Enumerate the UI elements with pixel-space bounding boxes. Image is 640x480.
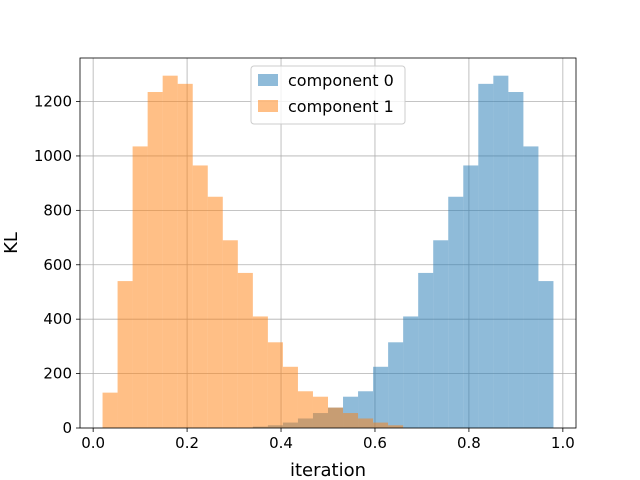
bar-component-1-bin-10 (252, 316, 268, 428)
legend: component 0 component 1 (250, 65, 406, 125)
bar-component-1-bin-5 (177, 83, 193, 429)
bar-component-1-bin-6 (192, 165, 208, 428)
y-tick-label-4: 800 (43, 201, 72, 219)
bar-component-1-bin-9 (237, 272, 253, 428)
x-tick-label-2: 0.4 (269, 434, 293, 452)
y-tick-label-1: 200 (43, 365, 72, 383)
legend-label-component-0: component 0 (288, 71, 394, 90)
y-axis-ticks: 0 200 400 600 800 1000 1200 (34, 93, 80, 437)
legend-label-component-1: component 1 (288, 97, 394, 116)
histogram-bars (102, 75, 554, 429)
bar-component-0-bin-12 (433, 240, 449, 428)
bar-component-0-bin-16 (493, 75, 509, 428)
bar-component-1-bin-12 (282, 366, 298, 428)
bar-component-0-bin-10 (403, 316, 419, 428)
bar-component-1-bin-2 (132, 146, 148, 428)
bar-component-1-bin-7 (207, 196, 223, 428)
x-axis-label: iteration (290, 460, 366, 480)
y-tick-label-2: 400 (43, 310, 72, 328)
bar-component-1-bin-4 (162, 75, 178, 428)
y-tick-label-5: 1000 (34, 147, 72, 165)
axes-frame (79, 57, 577, 429)
y-axis-label: KL (1, 232, 22, 254)
bar-component-1-bin-16 (343, 413, 359, 428)
bar-component-1-bin-13 (297, 391, 313, 428)
bar-component-1-bin-3 (147, 92, 163, 428)
bar-component-1-bin-8 (222, 240, 238, 428)
bar-component-1-bin-18 (373, 422, 389, 428)
x-tick-label-3: 0.6 (363, 434, 387, 452)
bar-component-0-bin-18 (523, 146, 539, 428)
bar-component-0-bin-19 (538, 281, 554, 428)
bar-component-1-bin-19 (388, 425, 404, 428)
x-tick-label-5: 1.0 (551, 434, 575, 452)
y-tick-label-3: 600 (43, 256, 72, 274)
bar-component-0-bin-11 (418, 272, 434, 428)
bar-component-1-bin-15 (328, 407, 344, 428)
plot-area: 0.0 0.2 0.4 0.6 0.8 1.0 0 200 400 600 800 1000 1200 (34, 57, 577, 452)
bar-component-0-bin-9 (388, 342, 404, 428)
bar-component-0-bin-13 (448, 196, 464, 428)
bar-component-1-bin-11 (267, 342, 283, 428)
bar-component-0-bin-15 (478, 83, 494, 429)
y-tick-label-0: 0 (62, 419, 72, 437)
x-tick-label-4: 0.8 (457, 434, 481, 452)
x-axis-ticks: 0.0 0.2 0.4 0.6 0.8 1.0 (81, 428, 575, 452)
bar-component-1-bin-0 (102, 392, 118, 428)
x-tick-label-0: 0.0 (81, 434, 105, 452)
y-tick-label-6: 1200 (34, 93, 72, 111)
legend-swatch-component-1 (258, 100, 278, 112)
bar-component-0-bin-17 (508, 92, 524, 428)
bar-component-1-bin-14 (312, 396, 328, 428)
bar-component-1-bin-1 (117, 281, 133, 428)
legend-box (250, 65, 406, 125)
x-tick-label-1: 0.2 (175, 434, 199, 452)
bar-component-0-bin-14 (463, 165, 479, 428)
bar-component-0-bin-8 (373, 366, 389, 428)
legend-swatch-component-0 (258, 74, 278, 86)
bar-component-1-bin-17 (358, 418, 374, 428)
